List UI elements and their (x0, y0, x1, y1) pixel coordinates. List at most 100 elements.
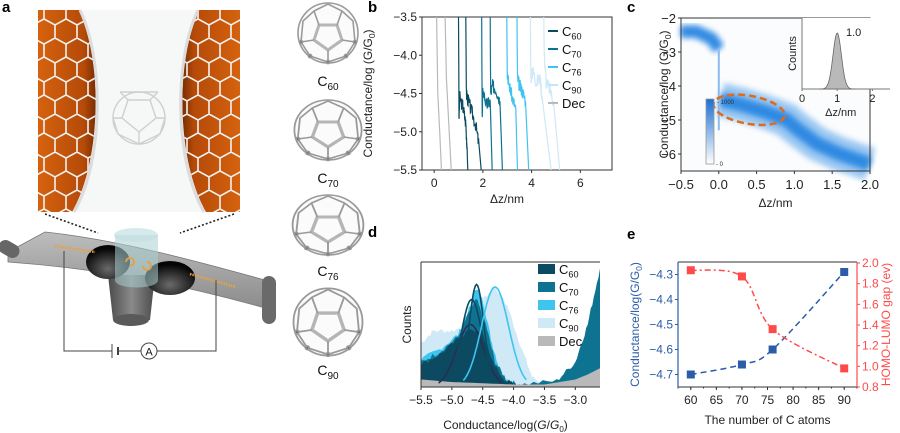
gap-line (690, 269, 845, 370)
x-axis-label: Conductance/log(G/G0) (443, 418, 568, 433)
y-axis-label: Conductance/log (G/G0) (361, 29, 377, 157)
legend-swatch-dec (538, 336, 555, 346)
legend-label-c70: C70 (562, 42, 582, 59)
c76-cage-icon (290, 193, 366, 258)
gaussian-fit-c90 (462, 286, 527, 381)
x-tick-label: 60 (684, 393, 698, 407)
trace-c60 (465, 16, 482, 171)
c70-cage-icon (292, 98, 364, 163)
gaussian-fit-c76 (458, 283, 495, 381)
fullerene-molecule-in-gap (112, 91, 166, 145)
inset-x-tick-label: 0 (799, 93, 805, 105)
x-tick-label: −0.5 (668, 177, 694, 192)
panel-c-letter: c (627, 0, 636, 16)
x-tick-label: 2.0 (861, 177, 879, 192)
legend-label-c60: C60 (559, 262, 579, 279)
left-y-tick-label: −4.7 (649, 368, 673, 382)
gap-point (768, 325, 777, 334)
x-tick-label: 4 (528, 176, 535, 190)
leader-line-right (179, 213, 235, 234)
conductance-point (768, 345, 777, 354)
x-tick-label: 1.0 (785, 177, 803, 192)
trace-c90 (543, 16, 561, 171)
left-y-axis-label: Conductance/log(G/G0) (628, 262, 644, 387)
gaussian-fit-c70 (446, 298, 496, 382)
c90-cage-icon (291, 286, 365, 358)
fullerene-label-c90: C90 (317, 362, 339, 382)
inset-x-tick-label: 1 (834, 93, 840, 105)
y-tick-label: −5.5 (393, 163, 417, 177)
legend-label-c60: C60 (562, 24, 582, 41)
y-axis-label: Conductance/log (G/G0) (657, 30, 673, 158)
x-tick-label: 90 (838, 393, 852, 407)
trace-dec (436, 16, 443, 171)
inset-peak-label: 1.0 (846, 27, 861, 39)
inset-histogram-bars (819, 32, 855, 90)
x-tick-label: −3.0 (563, 393, 587, 407)
x-tick-label: 1.5 (823, 177, 841, 192)
density-band (681, 26, 723, 52)
right-y-tick-label: 1.2 (862, 339, 879, 353)
y-tick-label: −4.0 (393, 48, 417, 62)
x-tick-label: −3.5 (533, 393, 557, 407)
x-tick-label: 70 (735, 393, 749, 407)
left-y-tick-label: −4.4 (649, 293, 673, 307)
x-tick-label: 65 (710, 393, 724, 407)
trace-c76 (506, 16, 519, 171)
inset-y-axis-label: Counts (787, 36, 799, 71)
x-tick-label: 0 (431, 176, 438, 190)
fullerene-label-c76: C76 (317, 263, 339, 283)
c60-cage-icon (296, 1, 360, 66)
y-tick-label: −3.5 (393, 10, 417, 24)
x-axis-label: Δz/nm (490, 192, 524, 206)
inset-x-tick-label: 2 (869, 93, 875, 105)
y-axis-label: Counts (400, 305, 414, 343)
right-y-tick-label: 1.0 (862, 359, 879, 373)
right-y-tick-label: 2.0 (862, 256, 879, 270)
x-tick-label: −5.5 (409, 393, 433, 407)
right-y-tick-label: 0.8 (862, 380, 879, 394)
x-axis-label: Δz/nm (758, 196, 792, 210)
measurement-circuit (63, 251, 217, 360)
trace-c90 (529, 16, 552, 171)
ammeter-label: A (145, 347, 153, 359)
colorbar (705, 98, 715, 165)
x-tick-label: 0.0 (710, 177, 728, 192)
density-band (718, 92, 873, 171)
legend-swatch-c76 (538, 300, 555, 310)
chart-b-conductance-traces: −3.5 −4.0 −4.5 −5.0 −5.5 0 2 4 6 Δz/nm Conductance… (361, 10, 613, 206)
panel-b-letter: b (368, 0, 378, 16)
inset-background (802, 18, 890, 89)
y-tick-label: −4 (661, 79, 676, 94)
right-y-tick-label: 1.8 (862, 277, 879, 291)
histogram-area-dec (421, 368, 600, 387)
panel-a-illustration: A (0, 9, 276, 360)
gap-point (686, 266, 695, 275)
chart-d-1d-histogram: −5.5 −5.0 −4.5 −4.0 −3.5 −3.0 Conductance/log(… (400, 261, 600, 433)
chart-e-trend: 60 65 70 75 80 85 90 The number of C atoms −4.3 −… (628, 256, 893, 427)
gap-point (737, 272, 746, 281)
panel-e-letter: e (627, 226, 636, 243)
fullerene-label-c60: C60 (317, 73, 339, 93)
y-tick-label: −5 (661, 113, 676, 128)
legend-label-c70: C70 (559, 280, 579, 297)
legend-label-c90: C90 (562, 78, 582, 95)
legend-label-dec: Dec (559, 334, 583, 349)
plot-area (421, 268, 600, 387)
legend-label-dec: Dec (562, 96, 586, 111)
colorbar-max-label: - 1000 (717, 100, 735, 106)
leader-line-left (44, 213, 99, 234)
trace-c76 (516, 16, 530, 171)
x-tick-label: −4.5 (471, 393, 495, 407)
left-y-tick-label: −4.5 (649, 318, 673, 332)
inset-x-axis-label: Δz/nm (825, 107, 856, 119)
colorbar-min-label: - 0 (716, 162, 724, 168)
right-y-tick-label: 1.4 (862, 318, 879, 332)
trace-c70 (489, 16, 503, 171)
right-y-tick-label: 1.6 (862, 297, 879, 311)
conductance-line (690, 271, 845, 376)
trace-dec (444, 16, 452, 171)
conductance-point (686, 370, 695, 379)
legend-label-c76: C76 (562, 60, 582, 77)
legend-label-c76: C76 (559, 298, 579, 315)
